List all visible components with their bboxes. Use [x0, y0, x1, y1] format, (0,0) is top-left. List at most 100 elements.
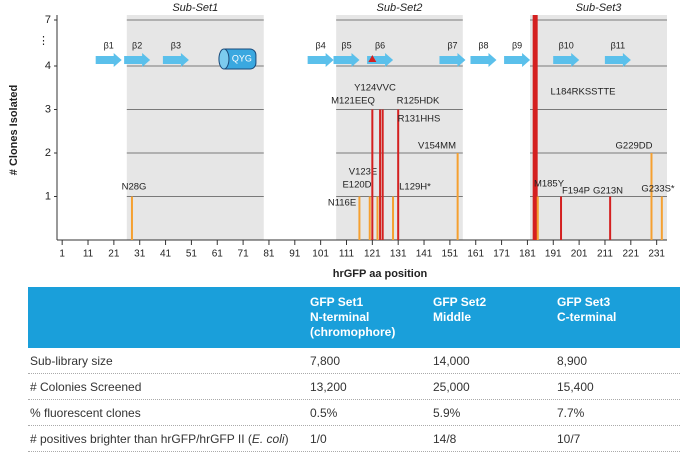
subset-region: [530, 15, 667, 240]
x-tick-label: 101: [312, 249, 329, 260]
subset-label: Sub-Set3: [576, 2, 623, 14]
cell-text: 7.7%: [557, 406, 585, 420]
table-cell: # Colonies Screened: [30, 380, 141, 394]
bar-label: G213N: [593, 186, 623, 197]
header-line: (chromophore): [310, 325, 396, 339]
beta-strand-label: β11: [611, 40, 626, 50]
table-cell: 0.5%: [310, 406, 337, 420]
beta-strand-arrow: [124, 53, 151, 67]
y-tick-label: 4: [45, 60, 51, 72]
beta-strand-arrow: [333, 53, 360, 67]
bar-label: L184RKSSTTE: [551, 87, 616, 98]
beta-strand-label: β10: [559, 40, 574, 50]
x-tick-label: 191: [545, 249, 562, 260]
beta-strand-label: β6: [375, 40, 385, 50]
cell-text: # positives brighter than hrGFP/hrGFP II…: [30, 432, 252, 446]
header-line: GFP Set2: [433, 295, 487, 309]
bar-label: N116E: [328, 198, 356, 209]
subset-label: Sub-Set2: [377, 2, 423, 14]
x-tick-label: 181: [519, 249, 536, 260]
table-cell: % fluorescent clones: [30, 406, 141, 420]
x-tick-label: 141: [416, 249, 433, 260]
header-cell: GFP Set1 N-terminal (chromophore): [310, 295, 395, 340]
x-tick-label: 11: [83, 249, 94, 260]
table-cell: 14/8: [433, 432, 456, 446]
x-tick-label: 1: [59, 249, 65, 260]
table-cell: # positives brighter than hrGFP/hrGFP II…: [30, 432, 289, 446]
x-tick-label: 171: [493, 249, 510, 260]
cell-text: 15,400: [557, 380, 594, 394]
x-tick-label: 131: [390, 249, 407, 260]
table: GFP Set1 N-terminal (chromophore) GFP Set2 M…: [28, 287, 680, 452]
beta-strand-arrow: [95, 53, 122, 67]
cell-text: ): [284, 432, 289, 446]
table-cell: 13,200: [310, 380, 347, 394]
x-tick-label: 221: [622, 249, 639, 260]
cell-text: 7,800: [310, 354, 341, 368]
bar-label: V123E: [349, 167, 378, 178]
cell-text: # Colonies Screened: [30, 380, 142, 394]
header-line: N-terminal: [310, 310, 370, 324]
table-cell: 5.9%: [433, 406, 460, 420]
bar-label: E120D: [342, 180, 371, 191]
table-row: % fluorescent clones 0.5% 5.9% 7.7%: [28, 400, 680, 426]
cell-text: 5.9%: [433, 406, 461, 420]
y-axis-label: # Clones Isolated: [8, 85, 20, 175]
table-cell: Sub-library size: [30, 354, 113, 368]
table-cell: 10/7: [557, 432, 580, 446]
beta-strand-label: β3: [171, 40, 181, 50]
x-tick-label: 61: [212, 249, 224, 260]
bar-label: F194P: [562, 186, 590, 197]
table-cell: 8,900: [557, 354, 587, 368]
beta-strand-arrow: [604, 53, 631, 67]
table-row: # Colonies Screened 13,200 25,000 15,400: [28, 374, 680, 400]
x-tick-label: 201: [571, 249, 588, 260]
beta-strand-arrow: [504, 53, 531, 67]
bar-label: L129H*: [399, 182, 431, 193]
x-tick-label: 121: [364, 249, 381, 260]
bar-label: M185Y: [534, 179, 565, 190]
table-header: GFP Set1 N-terminal (chromophore) GFP Set2 M…: [28, 287, 680, 348]
helix-label: QYG: [232, 53, 252, 63]
helix-end: [218, 48, 230, 70]
cell-text: 14/8: [433, 432, 457, 446]
cell-text: 14,000: [433, 354, 470, 368]
table-row: Sub-library size 7,800 14,000 8,900: [28, 348, 680, 374]
x-tick-label: 91: [289, 249, 301, 260]
table-cell: 15,400: [557, 380, 594, 394]
y-tick-label: 2: [45, 147, 51, 159]
x-tick-label: 111: [339, 249, 355, 260]
beta-strand-arrow: [470, 53, 497, 67]
bar-label: N28G: [122, 182, 147, 193]
header-cell: GFP Set2 Middle: [433, 295, 486, 325]
cell-text: 1/0: [310, 432, 327, 446]
cell-text: 8,900: [557, 354, 588, 368]
beta-strand-label: β7: [447, 40, 457, 50]
header-line: GFP Set1: [310, 295, 364, 309]
bar-label: M121EEQ: [331, 96, 375, 107]
x-tick-label: 161: [467, 249, 484, 260]
header-line: GFP Set3: [557, 295, 611, 309]
cell-text: 25,000: [433, 380, 470, 394]
bar-label: V154MM: [418, 141, 456, 152]
beta-strand-label: β1: [104, 40, 114, 50]
bar-label: R131HHS: [398, 114, 441, 125]
beta-strand-arrow: [553, 53, 580, 67]
table-cell: 1/0: [310, 432, 327, 446]
x-tick-label: 71: [238, 249, 250, 260]
subset-label: Sub-Set1: [172, 2, 218, 14]
x-tick-label: 41: [160, 249, 172, 260]
chromophore-marker: [368, 55, 377, 62]
chart: hrGFP aa position # Clones Isolated Sub-…: [8, 2, 675, 280]
x-tick-label: 51: [186, 249, 198, 260]
x-tick-label: 231: [648, 249, 665, 260]
beta-strand-label: β9: [512, 40, 522, 50]
cell-text: 0.5%: [310, 406, 338, 420]
x-tick-label: 151: [442, 249, 459, 260]
table-cell: 14,000: [433, 354, 470, 368]
table-cell: 25,000: [433, 380, 470, 394]
header-line: Middle: [433, 310, 471, 324]
x-axis-label: hrGFP aa position: [333, 268, 428, 280]
beta-strand-arrow: [162, 53, 189, 67]
